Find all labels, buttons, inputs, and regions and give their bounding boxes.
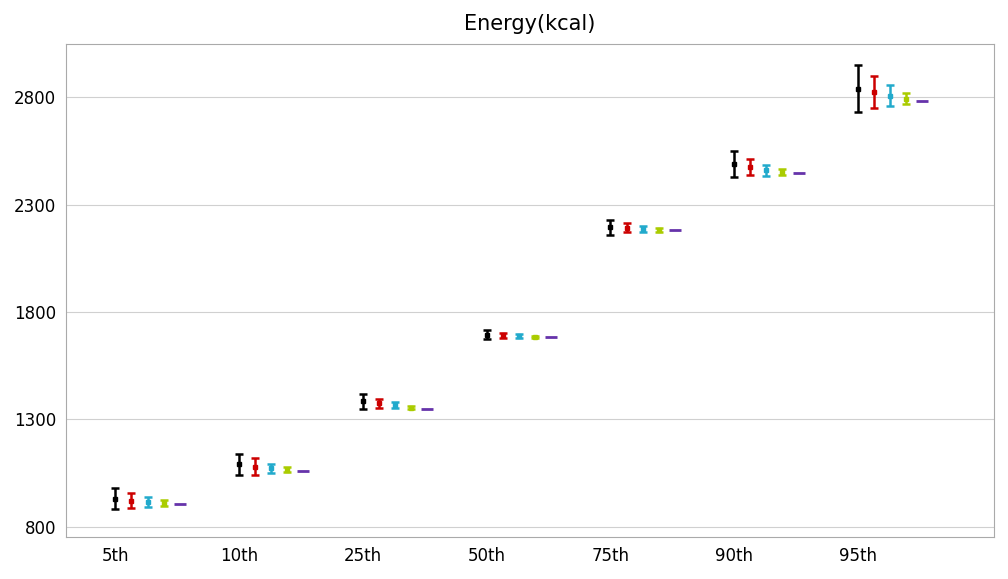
Title: Energy(kcal): Energy(kcal): [465, 14, 596, 34]
